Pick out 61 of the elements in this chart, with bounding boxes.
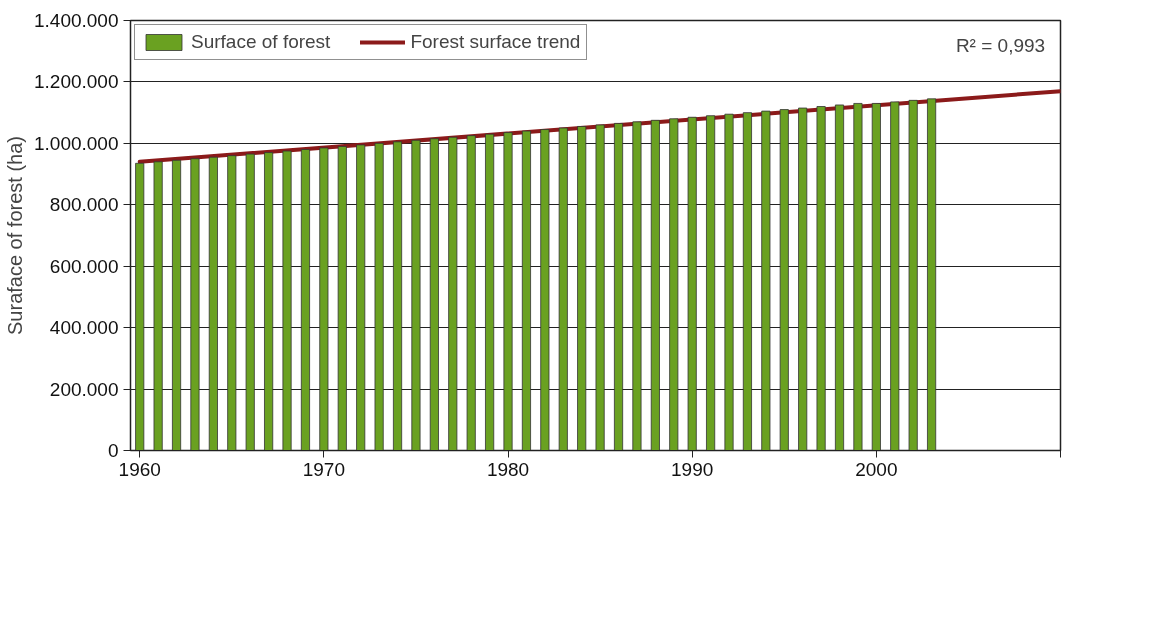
bar bbox=[632, 121, 642, 451]
bar bbox=[669, 118, 679, 451]
y-tick-label: 600.000 bbox=[49, 255, 119, 277]
bar bbox=[245, 153, 255, 451]
bar bbox=[853, 103, 863, 451]
bar bbox=[135, 162, 145, 451]
bar bbox=[761, 110, 771, 451]
bar bbox=[540, 129, 550, 451]
y-tick-label: 1.000.000 bbox=[33, 132, 119, 154]
bar bbox=[264, 152, 274, 451]
bar bbox=[816, 106, 826, 451]
bar bbox=[503, 132, 513, 451]
bar bbox=[392, 141, 403, 451]
bar bbox=[374, 142, 384, 451]
bar bbox=[577, 126, 587, 451]
y-tick-label: 1.200.000 bbox=[33, 71, 119, 93]
y-tick-label: 400.000 bbox=[49, 317, 119, 339]
bar bbox=[466, 135, 476, 451]
bar bbox=[724, 113, 734, 451]
x-tick-label: 2000 bbox=[855, 458, 898, 480]
bar bbox=[908, 99, 918, 451]
bar bbox=[613, 122, 624, 451]
x-tick-label: 1970 bbox=[302, 458, 346, 480]
bar bbox=[485, 133, 495, 451]
bar bbox=[411, 139, 421, 451]
bar bbox=[742, 112, 752, 451]
annotation: R² = 0,993 bbox=[955, 34, 1046, 56]
bar bbox=[319, 147, 329, 451]
legend-label: Surface of forest bbox=[191, 31, 331, 53]
bar bbox=[521, 130, 531, 451]
bar bbox=[208, 156, 218, 451]
x-tick-label: 1990 bbox=[671, 458, 714, 480]
y-tick-label: 0 bbox=[107, 440, 119, 461]
y-tick-label: 800.000 bbox=[49, 194, 119, 216]
bar bbox=[300, 149, 310, 451]
bar bbox=[448, 136, 458, 451]
bar bbox=[890, 101, 900, 451]
x-tick-label: 1960 bbox=[118, 458, 161, 480]
bar bbox=[927, 98, 937, 451]
y-tick-label: 200.000 bbox=[49, 378, 119, 400]
bar bbox=[558, 127, 568, 451]
bar bbox=[779, 109, 789, 451]
bar bbox=[798, 107, 808, 451]
bar bbox=[834, 104, 845, 451]
y-axis-title: Suraface of forest (ha) bbox=[3, 136, 26, 335]
bar bbox=[153, 161, 163, 451]
bar bbox=[190, 158, 200, 451]
bar bbox=[172, 159, 182, 451]
bar bbox=[706, 115, 716, 451]
bar bbox=[337, 146, 347, 451]
bar bbox=[227, 155, 237, 451]
legend-label: Forest surface trend bbox=[410, 31, 581, 53]
bar bbox=[356, 144, 366, 451]
bar bbox=[687, 116, 697, 451]
bar bbox=[282, 150, 292, 451]
bar bbox=[871, 103, 881, 451]
bar bbox=[429, 138, 439, 451]
y-tick-label: 1.400.000 bbox=[33, 10, 119, 31]
x-tick-label: 1980 bbox=[486, 458, 530, 480]
bar bbox=[595, 124, 605, 451]
bar bbox=[650, 119, 660, 451]
